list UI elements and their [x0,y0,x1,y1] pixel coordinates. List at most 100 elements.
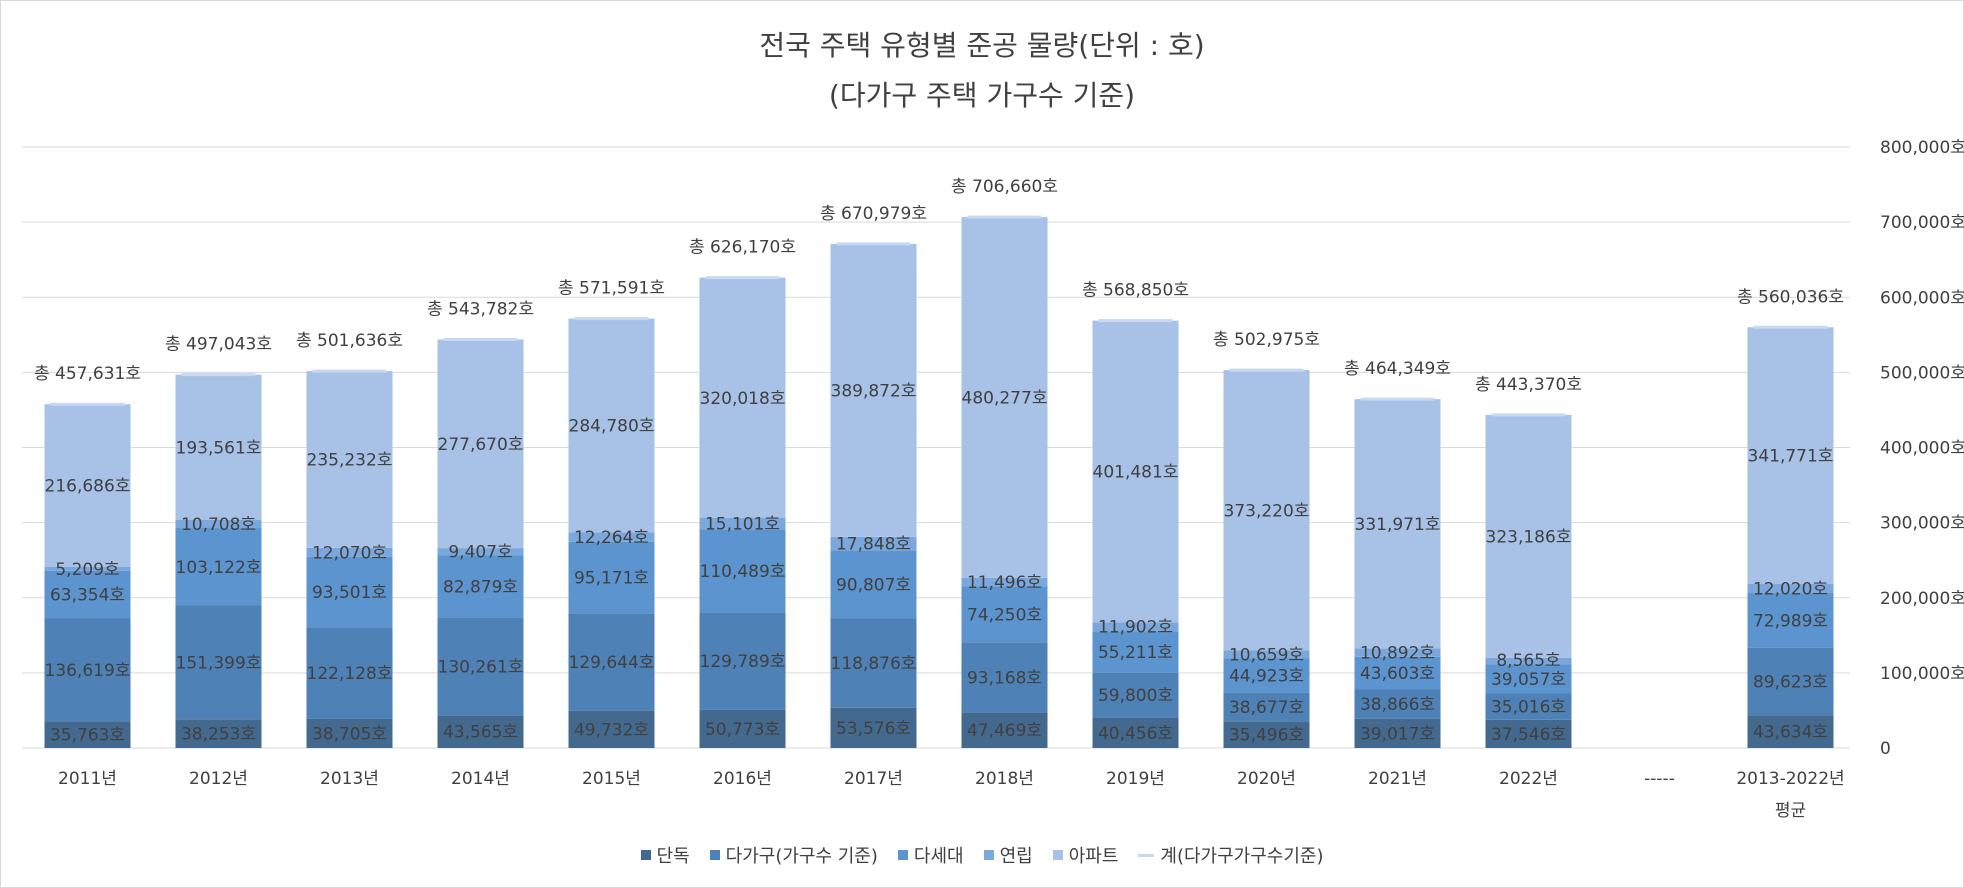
x-tick-label: 2018년 [975,769,1034,789]
bar-segment [961,217,1048,578]
bar-segment [699,518,786,530]
bar-segment [437,555,524,618]
y-tick-label: 700,000호 [1880,213,1964,233]
bar-segment [44,570,131,619]
data-label: 17,848호 [836,535,911,555]
data-label: 59,800호 [1098,686,1173,706]
legend-item-row-house: 연립 [983,842,1033,868]
data-label: 480,277호 [962,389,1048,409]
data-label: 323,186호 [1486,527,1572,547]
bar-segment [699,277,786,519]
data-label: 11,496호 [967,573,1042,593]
y-tick-label: 0 [1880,739,1891,759]
data-label: 389,872호 [831,381,917,401]
bar-segment [961,577,1048,587]
data-label: 74,250호 [967,605,1042,625]
total-label: 총 706,660호 [951,177,1058,197]
x-tick-label: 2012년 [189,769,248,789]
bar-segment [1747,593,1834,648]
data-label: 72,989호 [1753,611,1828,631]
total-label: 총 501,636호 [296,331,403,351]
legend-item-detached: 단독 [640,842,690,868]
bar-segment [1747,715,1834,748]
bar-segment [568,318,655,533]
bar-segment [699,529,786,613]
total-label: 총 497,043호 [165,335,272,355]
bar-segment [830,707,917,748]
x-tick-label: 2014년 [451,769,510,789]
legend-label-multi-household: 다가구(가구수 기준) [725,846,878,867]
bar-segment [44,566,131,571]
legend-label-apartment: 아파트 [1068,846,1119,867]
bar-segment [306,718,393,748]
x-tick-label: 2011년 [58,769,117,789]
bar-segment [1092,622,1179,632]
data-label: 320,018호 [700,389,786,409]
legend-label-detached: 단독 [656,846,690,867]
bar-segment [568,710,655,748]
bar-segment [961,642,1048,713]
data-label: 129,644호 [569,653,655,673]
bar-segment [1223,721,1310,748]
data-label: 39,017호 [1360,724,1435,744]
bar-segment [1223,658,1310,693]
data-label: 12,264호 [574,528,649,548]
data-label: 49,732호 [574,720,649,740]
x-tick-label: 2015년 [582,769,641,789]
data-label: 40,456호 [1098,724,1173,744]
data-label: 35,496호 [1229,726,1304,746]
data-label: 38,253호 [181,725,256,745]
data-label: 151,399호 [176,653,262,673]
data-label: 63,354호 [50,586,125,606]
bar-segment [830,550,917,619]
bar-segment [44,618,131,722]
bar-segment [1485,414,1572,658]
legend-swatch-detached [640,850,651,860]
data-label: 5,209호 [55,560,119,580]
x-tick-label: 2013-2022년 [1736,769,1844,789]
data-label: 38,705호 [312,724,387,744]
data-label: 95,171호 [574,568,649,588]
legend-item-multi-household: 다가구(가구수 기준) [709,842,878,868]
bar-segment [830,243,917,537]
bar-segment [175,605,262,720]
bar-segment [1092,631,1179,673]
bar-segment [1485,657,1572,665]
bar-segment [306,627,393,719]
data-label: 331,971호 [1355,515,1441,535]
bar-segment [1485,664,1572,694]
data-label: 12,020호 [1753,580,1828,600]
bar-segment [437,715,524,748]
bar-segment [1747,647,1834,716]
bar-segment [1747,584,1834,594]
data-label: 43,603호 [1360,664,1435,684]
legend-swatch-row-house [983,850,994,860]
bar-segment [1223,650,1310,659]
x-tick-label: ----- [1644,769,1675,789]
data-label: 235,232호 [307,451,393,471]
data-label: 89,623호 [1753,673,1828,693]
bar-segment [306,371,393,548]
bar-segment [175,528,262,606]
data-label: 373,220호 [1224,501,1310,521]
total-label: 총 571,591호 [558,279,665,299]
bar-segment [699,709,786,748]
bar-segment [699,612,786,710]
bar-segment [1354,718,1441,748]
bar-segment [1092,320,1179,623]
chart-title: 전국 주택 유형별 준공 물량(단위 : 호) [759,29,1205,62]
x-tick-label: 2020년 [1237,769,1296,789]
data-label: 93,501호 [312,583,387,603]
data-label: 44,923호 [1229,666,1304,686]
data-label: 35,016호 [1491,698,1566,718]
bar-segment [830,536,917,551]
bar-segment [1092,672,1179,718]
bar-segment [175,719,262,748]
data-label: 50,773호 [705,720,780,740]
data-label: 43,634호 [1753,723,1828,743]
total-label: 총 443,370호 [1475,375,1582,395]
legend-swatch-total [1138,853,1155,857]
bar-segment [44,404,131,567]
total-label: 총 670,979호 [820,204,927,224]
bar-segment [306,556,393,628]
